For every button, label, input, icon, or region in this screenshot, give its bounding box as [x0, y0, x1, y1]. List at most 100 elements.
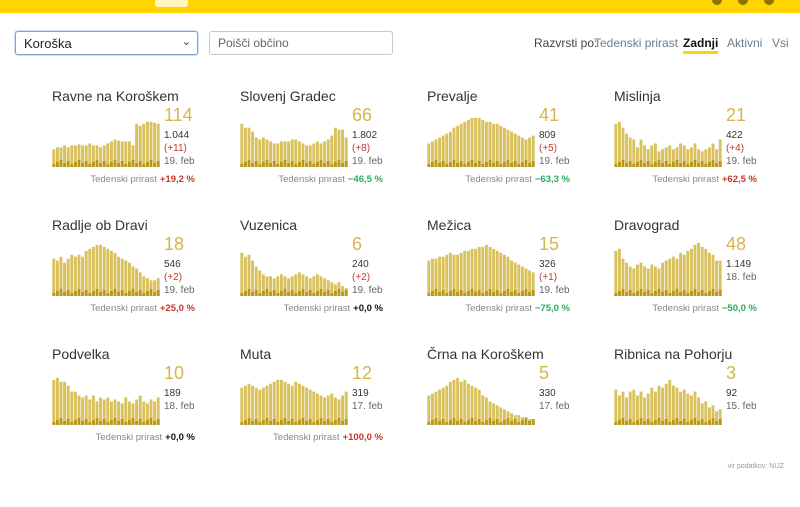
chart-bar: [668, 145, 672, 167]
chart-bar: [323, 141, 327, 167]
chart-bar: [438, 389, 442, 425]
chart-bar: [459, 123, 463, 167]
chart-bar: [484, 397, 488, 425]
chart-bar-base: [434, 289, 438, 296]
chart-bar-base: [251, 163, 255, 167]
chart-bar: [66, 258, 70, 296]
chart-bar-base: [520, 291, 524, 296]
municipality-search-input[interactable]: [209, 31, 393, 55]
total-cases: 189: [164, 388, 181, 399]
chart-bar-base: [127, 420, 131, 425]
chart-bar: [272, 381, 276, 425]
last-update-date: 19. feb: [352, 156, 383, 167]
last-update-date: 19. feb: [539, 285, 570, 296]
daily-cases-chart: [240, 379, 348, 425]
chart-bar-base: [632, 293, 636, 296]
region-select[interactable]: Koroška ⌄: [15, 31, 198, 55]
chart-bar-base: [430, 420, 434, 425]
chart-bar: [127, 401, 131, 425]
municipality-card[interactable]: Dravograd 48 1.149 18. feb Tedenski prirast −…: [614, 217, 789, 337]
logo[interactable]: [155, 0, 188, 7]
last-update-date: 19. feb: [352, 285, 383, 296]
chart-bar: [704, 401, 708, 425]
chart-bar-base: [520, 420, 524, 425]
chart-bar: [510, 413, 514, 425]
municipality-card[interactable]: Mežica 15 326 (+1) 19. feb Tedenski prirast −7…: [427, 217, 602, 337]
municipality-card[interactable]: Mislinja 21 422 (+4) 19. feb Tedenski prirast…: [614, 88, 789, 208]
chart-bar: [671, 385, 675, 425]
chart-bar: [488, 246, 492, 296]
sort-option-latest[interactable]: Zadnji: [683, 36, 719, 54]
chart-bar-base: [254, 419, 258, 425]
municipality-card[interactable]: Ravne na Koroškem 114 1.044 (+11) 19. feb Ted…: [52, 88, 227, 208]
chart-bar-base: [617, 420, 621, 425]
chart-bar: [258, 270, 262, 296]
chart-bar-base: [671, 162, 675, 167]
chart-bar-base: [646, 419, 650, 425]
chart-bar: [290, 385, 294, 425]
sort-option-active[interactable]: Aktivni: [727, 36, 763, 50]
chart-bar-base: [323, 421, 327, 425]
municipality-card[interactable]: Črna na Koroškem 5 330 17. feb: [427, 346, 602, 466]
chart-bar-base: [77, 289, 81, 296]
chart-bar: [88, 399, 92, 425]
municipality-card[interactable]: Slovenj Gradec 66 1.802 (+8) 19. feb Tedenski…: [240, 88, 415, 208]
chart-bar-base: [276, 293, 280, 296]
chart-bar: [326, 280, 330, 296]
chart-bar: [499, 252, 503, 296]
chart-bar-base: [448, 420, 452, 425]
chart-bar: [495, 405, 499, 425]
chart-bar-base: [513, 161, 517, 167]
chart-bar-base: [283, 289, 287, 296]
chart-bar-base: [52, 422, 56, 425]
last-update-date: 18. feb: [164, 401, 195, 412]
chart-bar: [502, 127, 506, 167]
chart-bar: [434, 139, 438, 167]
total-cases: 319: [352, 388, 369, 399]
chart-bar: [715, 411, 719, 425]
chart-bar: [441, 135, 445, 167]
chart-bar: [84, 145, 88, 167]
sort-option-weekly-growth[interactable]: Tedenski prirast: [594, 36, 679, 50]
chart-bar-base: [77, 418, 81, 425]
chart-bar: [679, 143, 683, 167]
municipality-card[interactable]: Podvelka 10 189 18. feb Tedenski prirast +0,0…: [52, 346, 227, 466]
chart-bar: [463, 379, 467, 425]
chart-bar-base: [63, 292, 67, 296]
latest-cases: 15: [539, 234, 560, 254]
municipality-card[interactable]: Radlje ob Dravi 18 546 (+2) 19. feb Tedenski …: [52, 217, 227, 337]
municipality-name: Slovenj Gradec: [240, 88, 336, 104]
chart-bar: [287, 278, 291, 296]
last-update-date: 19. feb: [164, 285, 195, 296]
chart-bar-base: [287, 292, 291, 296]
municipality-card[interactable]: Prevalje 41 809 (+5) 19. feb Tedenski prirast…: [427, 88, 602, 208]
chart-bar-base: [459, 419, 463, 425]
sort-option-all[interactable]: Vsi: [772, 36, 789, 50]
municipality-card[interactable]: Muta 12 319 17. feb Tedenski prirast +100,0 %: [240, 346, 415, 466]
chart-bar: [502, 409, 506, 425]
chart-bar-base: [438, 292, 442, 296]
weekly-growth-value: +25,0 %: [159, 303, 195, 314]
menu-icon[interactable]: [712, 0, 722, 5]
settings-icon[interactable]: [764, 0, 774, 5]
chart-bar-base: [528, 421, 532, 425]
chart-bar-base: [488, 289, 492, 296]
chart-bar-base: [337, 289, 341, 296]
municipality-card[interactable]: Vuzenica 6 240 (+2) 19. feb Tedenski prirast +…: [240, 217, 415, 337]
chart-bar: [448, 381, 452, 425]
chart-bar-base: [711, 160, 715, 167]
chart-bar: [243, 127, 247, 167]
chart-bar: [675, 147, 679, 167]
chart-bar: [682, 145, 686, 167]
chart-bar: [452, 254, 456, 296]
municipality-card[interactable]: Ribnica na Pohorju 3 92 15. feb: [614, 346, 789, 466]
chart-bar: [55, 147, 59, 167]
chart-bar: [718, 409, 722, 425]
chart-bar: [261, 387, 265, 425]
chart-bar-base: [707, 291, 711, 296]
latest-cases: 5: [539, 363, 550, 383]
chart-bar: [276, 143, 280, 167]
chart-bar-base: [697, 163, 701, 167]
chart-bar: [635, 395, 639, 425]
share-icon[interactable]: [738, 0, 748, 5]
